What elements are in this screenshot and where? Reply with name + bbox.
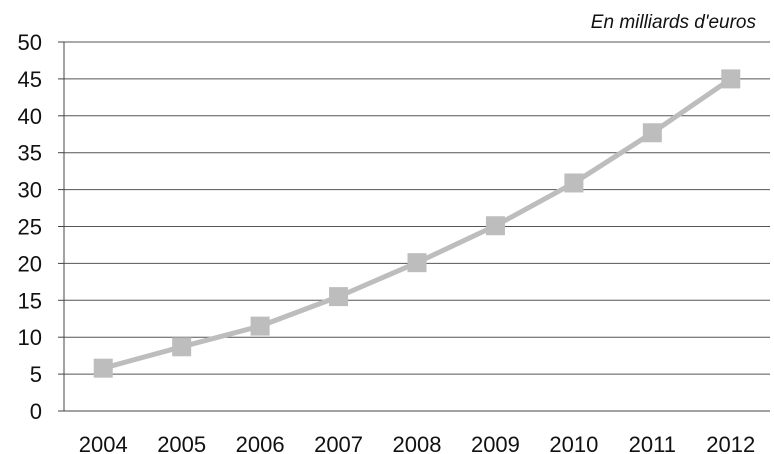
x-tick-label: 2007: [314, 432, 363, 454]
data-point-marker: [250, 316, 270, 336]
x-tick-label: 2005: [157, 432, 206, 454]
x-tick-label: 2009: [471, 432, 520, 454]
y-tick-label: 30: [18, 178, 42, 203]
data-point-marker: [564, 173, 584, 193]
x-tick-label: 2010: [549, 432, 598, 454]
x-tick-label: 2011: [629, 432, 676, 454]
x-tick-label: 2008: [393, 432, 442, 454]
y-tick-label: 15: [18, 288, 42, 313]
y-tick-label: 45: [18, 67, 42, 92]
series-line: [100, 76, 734, 371]
y-tick-label: 35: [18, 141, 42, 166]
data-point-marker: [93, 358, 113, 378]
data-point-marker: [642, 123, 662, 143]
y-tick-label: 20: [18, 251, 42, 276]
x-tick-label: 2006: [236, 432, 285, 454]
y-tick-label: 0: [30, 399, 42, 424]
x-tick-label: 2004: [79, 432, 128, 454]
data-point-marker: [407, 253, 427, 273]
y-tick-label: 5: [30, 362, 42, 387]
unit-label: En milliards d'euros: [590, 12, 756, 33]
x-tick-label: 2012: [706, 432, 755, 454]
data-point-marker: [485, 216, 505, 236]
y-tick-label: 25: [18, 215, 42, 240]
y-tick-label: 50: [18, 30, 42, 55]
y-tick-label: 40: [18, 104, 42, 129]
y-tick-label: 10: [18, 325, 42, 350]
data-point-marker: [721, 69, 741, 89]
data-point-marker: [329, 287, 349, 307]
data-point-marker: [172, 337, 192, 357]
